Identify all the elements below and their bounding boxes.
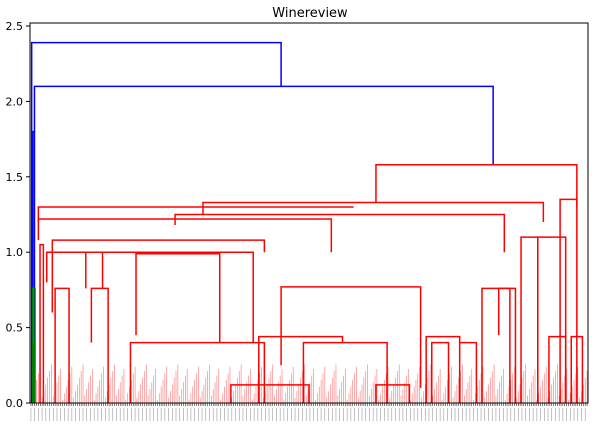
dendrogram-link-22 [375, 384, 411, 403]
y-tick-label: 2.0 [6, 95, 24, 108]
dendrogram-link-21 [230, 384, 310, 403]
plot-area [30, 41, 588, 403]
dendrogram-link-7 [37, 206, 354, 241]
y-tick-label: 2.5 [6, 20, 24, 33]
chart-title: Winereview [272, 6, 348, 21]
dendrogram-link-0 [30, 41, 282, 403]
dendrogram-link-10 [51, 239, 266, 313]
dendrogram-link-30 [548, 335, 567, 403]
y-tick-label: 1.0 [6, 246, 24, 259]
dendrogram-link-13 [54, 287, 70, 403]
dendrogram-link-14 [90, 287, 109, 403]
y-tick-label: 1.5 [6, 171, 24, 184]
dendrogram-link-16 [135, 252, 221, 343]
dendrogram-link-5 [375, 164, 578, 207]
dendrogram-link-4 [32, 341, 35, 403]
dendrogram-link-19 [129, 341, 266, 403]
dendrogram-link-1 [33, 85, 494, 165]
dendrogram-link-29 [537, 236, 567, 403]
dendrogram-link-11 [45, 251, 254, 343]
dendrogram-link-6 [202, 201, 545, 223]
dendrogram-link-17 [280, 286, 422, 388]
dendrogram-link-25 [458, 341, 478, 403]
dendrogram-link-24 [431, 341, 450, 403]
plot-frame [29, 22, 589, 404]
dendrogram-link-8 [37, 218, 333, 253]
y-tick-label: 0.0 [6, 397, 24, 410]
dendrogram-link-32 [570, 335, 584, 403]
dendrogram-link-20 [302, 341, 388, 403]
dendrogram-link-18 [258, 335, 344, 403]
dendrogram-link-15 [39, 243, 45, 403]
dendrogram-link-9 [174, 213, 506, 253]
dendrogram-link-23 [425, 335, 461, 403]
dendrogram-link-27 [497, 287, 511, 403]
y-tick-label: 0.5 [6, 322, 24, 335]
dendrogram-link-12 [85, 251, 104, 289]
y-axis: 0.0 0.5 1.0 1.5 2.0 2.5 [6, 20, 30, 410]
dendrogram-link-2 [32, 130, 36, 403]
dendrogram-link-31 [559, 198, 578, 403]
